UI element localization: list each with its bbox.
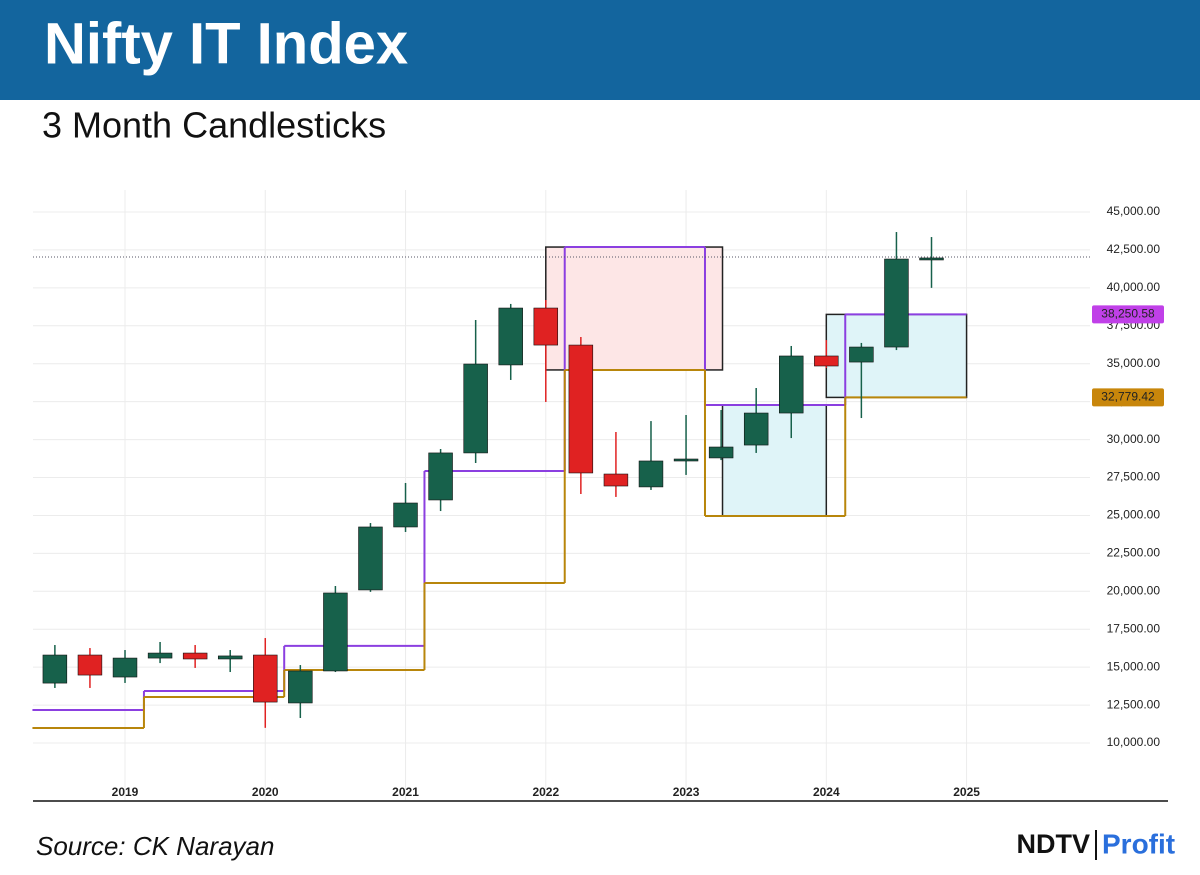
- candle-body: [638, 460, 664, 488]
- candle-body: [147, 652, 173, 659]
- candle-body: [708, 446, 734, 459]
- axis-value-tag: [1092, 305, 1164, 324]
- candle-body: [77, 654, 103, 676]
- candle-body: [253, 654, 278, 703]
- candle-body: [919, 257, 944, 261]
- y-tick-label: 27,500.00: [1107, 470, 1161, 484]
- candle-body: [673, 458, 699, 462]
- candle-body: [533, 307, 559, 346]
- header-bar: [0, 0, 1200, 100]
- y-tick-label: 25,000.00: [1107, 508, 1161, 522]
- y-tick-label: 15,000.00: [1107, 659, 1161, 673]
- x-tick-label: 2024: [813, 785, 840, 799]
- y-tick-label: 40,000.00: [1107, 280, 1161, 294]
- y-tick-label: 20,000.00: [1107, 583, 1161, 597]
- candle-body: [814, 355, 839, 367]
- plot: 10,000.00 12,500.00 15,000.00 17,500.00 20,0…: [32, 190, 1168, 802]
- x-tick-label: 2021: [392, 785, 419, 799]
- candle-body: [393, 502, 418, 528]
- candle-body: [498, 307, 523, 366]
- candle-body: [42, 654, 68, 684]
- candle-body: [884, 258, 909, 348]
- axis-value-label: 38,250.58: [1101, 307, 1155, 321]
- y-tick-label: 35,000.00: [1107, 356, 1161, 370]
- axis-value-tag: [1092, 388, 1164, 407]
- candle-body: [428, 452, 453, 501]
- y-tick-label: 45,000.00: [1107, 204, 1161, 218]
- y-tick-label: 30,000.00: [1107, 432, 1161, 446]
- axis-value-label: 32,779.42: [1101, 390, 1155, 404]
- x-tick-label: 2020: [252, 785, 279, 799]
- brand-divider: [1095, 830, 1097, 860]
- x-tick-label: 2025: [953, 785, 980, 799]
- y-tick-label: 17,500.00: [1107, 621, 1161, 635]
- brand-profit: Profit: [1102, 828, 1175, 859]
- candle-body: [779, 355, 804, 414]
- zone: [721, 404, 828, 517]
- candle-body: [288, 670, 313, 704]
- chart-subtitle: 3 Month Candlesticks: [42, 105, 386, 146]
- y-tick-label: 42,500.00: [1107, 242, 1161, 256]
- y-tick-label: 10,000.00: [1107, 735, 1161, 749]
- source: Source: CK Narayan: [36, 831, 274, 861]
- candle-body: [568, 344, 594, 474]
- x-tick-label: 2022: [532, 785, 559, 799]
- candle-body: [182, 652, 208, 660]
- brand-ndtv: NDTV: [1017, 829, 1091, 859]
- candle-body: [217, 655, 243, 660]
- candle-body: [112, 657, 138, 678]
- candle-body: [358, 526, 383, 591]
- candle-body: [849, 346, 874, 363]
- chart-title: Nifty IT Index: [44, 11, 408, 76]
- candle-body: [743, 412, 769, 446]
- y-tick-label: 22,500.00: [1107, 546, 1161, 560]
- candle-body: [603, 473, 629, 487]
- candle-body: [463, 363, 488, 454]
- candle-body: [323, 592, 348, 672]
- x-tick-label: 2023: [673, 785, 700, 799]
- x-tick-label: 2019: [112, 785, 139, 799]
- y-tick-label: 12,500.00: [1107, 697, 1161, 711]
